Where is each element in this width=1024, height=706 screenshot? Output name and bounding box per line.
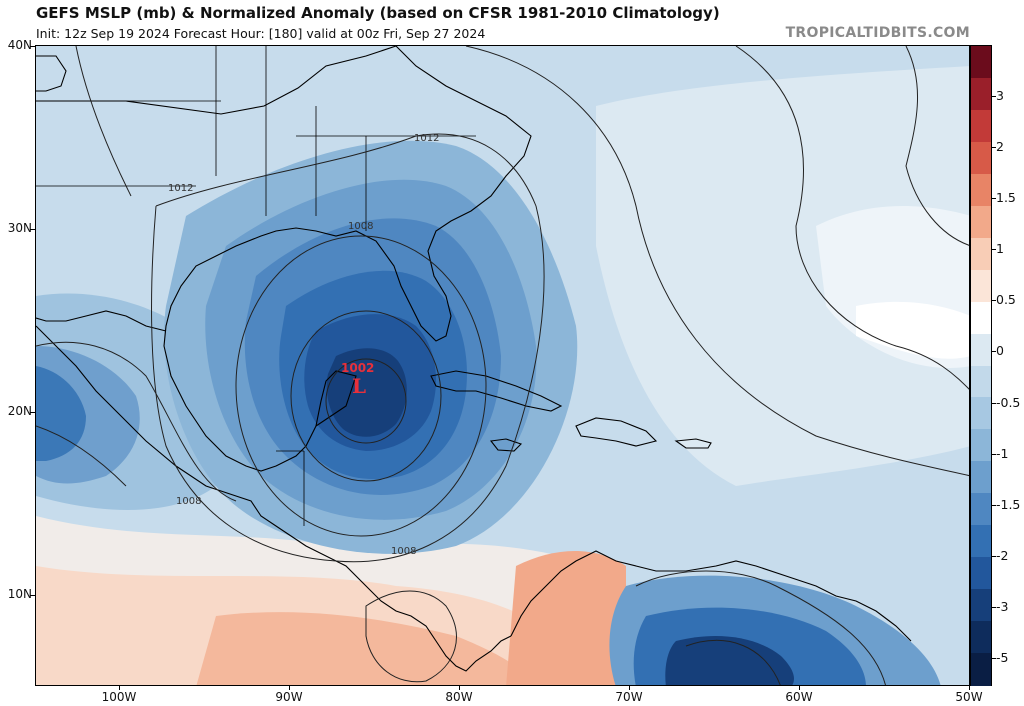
coastlines bbox=[36, 46, 912, 672]
colorbar-label: -3 bbox=[996, 599, 1009, 614]
colorbar-label: -1 bbox=[996, 446, 1009, 461]
colorbar-label: -5 bbox=[996, 650, 1009, 665]
colorbar-segment bbox=[971, 461, 991, 494]
colorbar-segment bbox=[971, 301, 991, 335]
low-center-symbol: L bbox=[352, 374, 366, 398]
lon-label: 60W bbox=[785, 690, 813, 704]
isobar-label: 1008 bbox=[391, 546, 416, 557]
low-center-pressure: 1002 bbox=[341, 361, 374, 375]
map-title: GEFS MSLP (mb) & Normalized Anomaly (bas… bbox=[36, 4, 720, 22]
lat-label: 10N bbox=[7, 587, 32, 601]
low-pressure-center: 1002 L bbox=[341, 361, 374, 398]
isobar-label: 1012 bbox=[168, 183, 193, 194]
colorbar-segment bbox=[971, 653, 991, 686]
map-subtitle: Init: 12z Sep 19 2024 Forecast Hour: [18… bbox=[36, 26, 486, 41]
lon-label: 90W bbox=[275, 690, 303, 704]
colorbar-label: -1.5 bbox=[996, 497, 1021, 512]
lon-label: 100W bbox=[101, 690, 137, 704]
colorbar-segment bbox=[971, 77, 991, 111]
colorbar-segment bbox=[971, 237, 991, 271]
colorbar-label: -2 bbox=[996, 548, 1009, 563]
lat-label: 30N bbox=[7, 221, 32, 235]
colorbar-segment bbox=[971, 525, 991, 558]
colorbar-segment bbox=[971, 46, 991, 79]
borders bbox=[36, 46, 476, 526]
colorbar-segment bbox=[971, 109, 991, 143]
isobar-labels: 1012 1012 1008 1008 1008 bbox=[168, 133, 439, 557]
lon-label: 50W bbox=[955, 690, 983, 704]
colorbar-segment bbox=[971, 141, 991, 175]
colorbar-segment bbox=[971, 333, 991, 367]
colorbar-segment bbox=[971, 589, 991, 622]
colorbar-label: 0 bbox=[996, 343, 1004, 358]
colorbar-segment bbox=[971, 557, 991, 590]
colorbar-label: 0.5 bbox=[996, 292, 1016, 307]
colorbar-label: 3 bbox=[996, 88, 1004, 103]
lon-label: 80W bbox=[445, 690, 473, 704]
map-panel: 1012 1012 1008 1008 1008 1002 L bbox=[35, 45, 970, 686]
colorbar-segment bbox=[971, 429, 991, 462]
colorbar-segment bbox=[971, 493, 991, 526]
lat-label: 40N bbox=[7, 38, 32, 52]
isobar-label: 1008 bbox=[176, 496, 201, 507]
colorbar-segment bbox=[971, 397, 991, 431]
brand-watermark: TROPICALTIDBITS.COM bbox=[785, 25, 970, 41]
colorbar-label: 1.5 bbox=[996, 190, 1016, 205]
colorbar-segment bbox=[971, 365, 991, 399]
lon-label: 70W bbox=[615, 690, 643, 704]
isobar-label: 1008 bbox=[348, 221, 373, 232]
colorbar-segment bbox=[971, 173, 991, 207]
isobars bbox=[36, 46, 969, 685]
map-canvas: 1012 1012 1008 1008 1008 1002 L bbox=[36, 46, 969, 685]
colorbar-label: 1 bbox=[996, 241, 1004, 256]
colorbar-segment bbox=[971, 269, 991, 303]
colorbar-segment bbox=[971, 205, 991, 239]
isobar-label: 1012 bbox=[414, 133, 439, 144]
colorbar-segment bbox=[971, 621, 991, 654]
colorbar bbox=[970, 45, 992, 686]
anomaly-shading bbox=[36, 46, 969, 685]
colorbar-label: 2 bbox=[996, 139, 1004, 154]
colorbar-label: -0.5 bbox=[996, 395, 1021, 410]
lat-label: 20N bbox=[7, 404, 32, 418]
